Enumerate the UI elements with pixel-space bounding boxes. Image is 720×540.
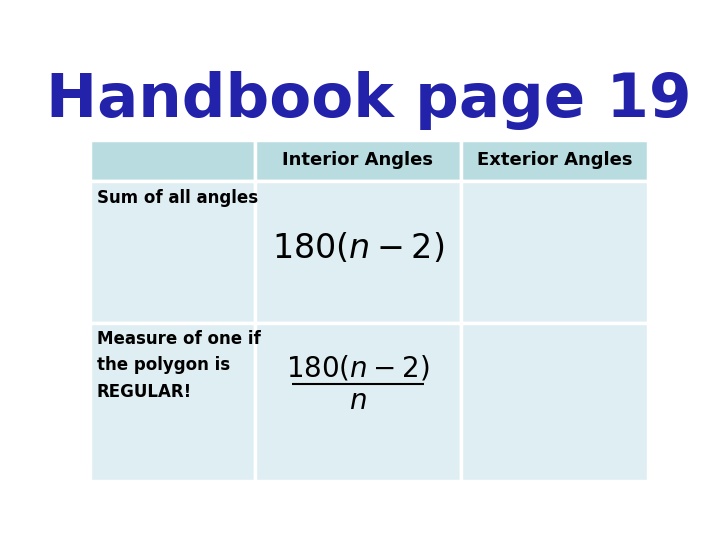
Text: Handbook page 19: Handbook page 19 (46, 71, 692, 130)
Text: $180(n-2)$: $180(n-2)$ (271, 231, 444, 265)
Text: Measure of one if
the polygon is
REGULAR!: Measure of one if the polygon is REGULAR… (96, 330, 261, 401)
Bar (461, 322, 648, 481)
Bar (461, 140, 648, 181)
Bar (255, 322, 461, 481)
Text: $180(n-2)$: $180(n-2)$ (286, 354, 430, 383)
Bar (255, 140, 461, 181)
Bar (461, 181, 648, 322)
Bar (255, 181, 461, 322)
Bar (90, 181, 255, 322)
Text: Sum of all angles: Sum of all angles (96, 188, 258, 207)
Text: Exterior Angles: Exterior Angles (477, 151, 632, 170)
Bar (90, 322, 255, 481)
Bar (90, 140, 255, 181)
Text: Interior Angles: Interior Angles (282, 151, 433, 170)
Text: $n$: $n$ (349, 387, 366, 415)
